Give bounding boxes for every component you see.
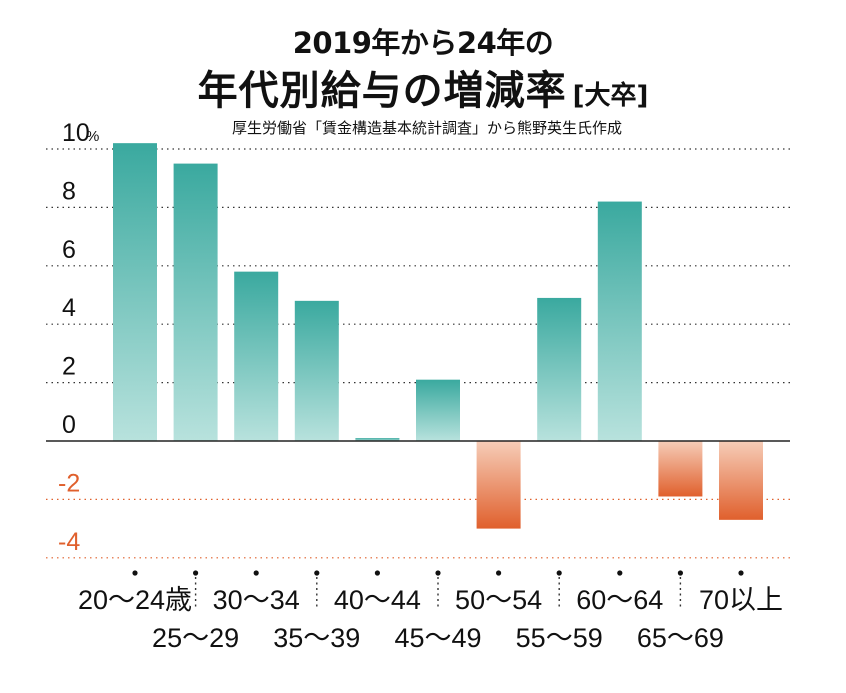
bar <box>416 379 460 441</box>
bar <box>537 297 582 441</box>
x-tick-label: 30～34 <box>213 585 300 615</box>
chart-source-note: 厚生労働省「賃金構造基本統計調査」から熊野英生氏作成 <box>232 119 623 137</box>
x-tick-label: 65～69 <box>637 623 724 653</box>
bar <box>658 441 703 497</box>
y-unit-label: % <box>86 128 99 145</box>
bar <box>173 163 218 441</box>
y-tick-label: 2 <box>62 353 76 381</box>
x-tick-label: 25～29 <box>152 623 239 653</box>
bar <box>476 441 521 529</box>
y-tick-label: 8 <box>62 177 76 205</box>
bar <box>597 201 642 441</box>
bar <box>294 300 339 441</box>
x-tick-label: 45～49 <box>394 623 481 653</box>
x-tick-dot <box>193 570 199 576</box>
bar <box>234 271 279 441</box>
bar <box>113 143 157 441</box>
x-tick-label: 60～64 <box>576 585 663 615</box>
x-tick-dot <box>132 570 138 576</box>
x-tick-label: 70以上 <box>699 585 783 615</box>
bar <box>355 438 400 441</box>
y-tick-label: 0 <box>62 411 76 439</box>
x-tick-dot <box>677 570 684 576</box>
chart-title-line2: 年代別給与の増減率 [大卒] <box>0 58 846 116</box>
y-tick-label: -2 <box>58 469 80 497</box>
x-tick-dot <box>738 570 744 576</box>
x-tick-dot <box>314 570 320 576</box>
x-tick-label: 20～24歳 <box>78 585 192 615</box>
y-tick-label: 4 <box>62 294 76 322</box>
y-tick-label: 6 <box>62 236 76 264</box>
x-tick-dot <box>374 570 380 576</box>
y-tick-label: 10 <box>62 119 90 147</box>
x-tick-dot <box>435 570 441 576</box>
x-tick-dot <box>617 570 623 576</box>
x-tick-label: 40～44 <box>334 585 421 615</box>
bar <box>719 441 763 520</box>
x-tick-dot <box>253 570 259 576</box>
chart-title-tag: [大卒] <box>572 81 649 111</box>
x-tick-dot <box>496 570 502 576</box>
y-tick-label: -4 <box>58 528 80 556</box>
x-tick-label: 50～54 <box>455 585 542 615</box>
x-tick-dot <box>556 570 562 576</box>
chart-title-main: 年代別給与の増減率 <box>197 68 567 114</box>
x-tick-label: 35～39 <box>273 623 360 653</box>
x-tick-label: 55～59 <box>516 623 603 653</box>
chart-title-line1: 2019年から24年の <box>292 26 554 60</box>
